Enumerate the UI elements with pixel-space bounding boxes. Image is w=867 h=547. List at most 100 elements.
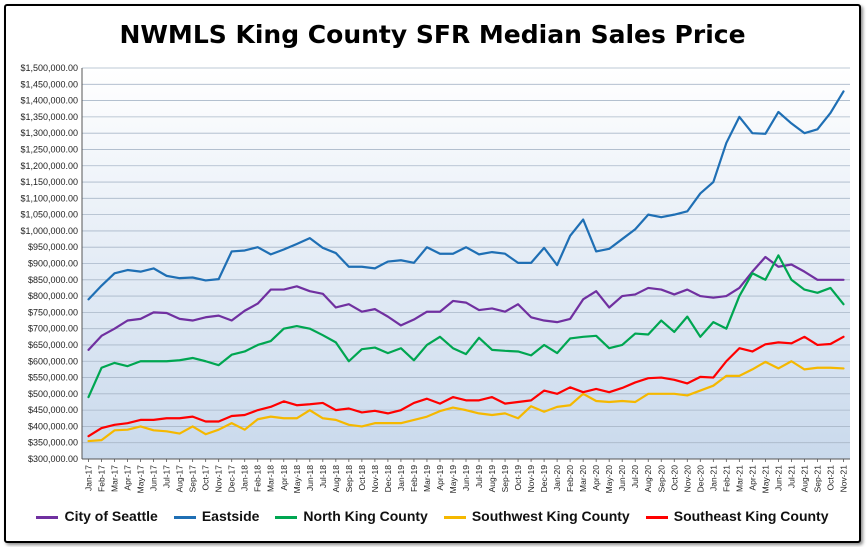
x-tick-label: Oct-17 — [201, 465, 211, 491]
x-tick-label: Mar-18 — [266, 465, 276, 492]
legend-swatch — [36, 515, 59, 519]
y-tick-label: $900,000.00 — [28, 259, 78, 269]
x-tick-label: Jun-18 — [305, 465, 315, 491]
x-tick-label: Sep-20 — [656, 465, 666, 493]
x-tick-label: Dec-20 — [695, 465, 705, 493]
x-tick-label: Aug-19 — [487, 465, 497, 493]
x-tick-label: Mar-19 — [422, 465, 432, 492]
x-tick-label: Jan-21 — [708, 465, 718, 491]
legend-swatch — [645, 515, 668, 519]
y-tick-label: $1,350,000.00 — [20, 112, 78, 122]
x-tick-label: Oct-19 — [513, 465, 523, 491]
x-tick-label: Mar-17 — [110, 465, 120, 492]
y-tick-label: $400,000.00 — [28, 421, 78, 431]
x-tick-label: Sep-19 — [500, 465, 510, 493]
x-tick-label: Feb-20 — [565, 465, 575, 492]
x-tick-label: Apr-19 — [435, 465, 445, 491]
x-tick-label: Nov-19 — [526, 465, 536, 493]
x-tick-label: Dec-19 — [539, 465, 549, 493]
x-tick-label: Jun-19 — [461, 465, 471, 491]
x-tick-label: Nov-21 — [838, 465, 848, 493]
legend-swatch — [443, 515, 466, 519]
x-tick-label: Jul-19 — [474, 465, 484, 488]
x-tick-label: Apr-18 — [279, 465, 289, 491]
x-tick-label: Jan-18 — [240, 465, 250, 491]
legend-item: Southwest King County — [443, 508, 630, 524]
legend-swatch — [275, 515, 298, 519]
y-tick-label: $1,000,000.00 — [20, 226, 78, 236]
legend-item: City of Seattle — [36, 508, 158, 524]
line-chart: $300,000.00 $350,000.00 $400,000.00 $450,00… — [20, 63, 850, 494]
x-tick-label: Dec-17 — [227, 465, 237, 493]
legend-item: North King County — [275, 508, 428, 524]
series-line-city-of-seattle — [87, 255, 845, 351]
x-tick-label: Nov-20 — [682, 465, 692, 493]
x-tick-label: Mar-20 — [578, 465, 588, 492]
x-tick-label: Apr-21 — [747, 465, 757, 491]
legend-item: Southeast King County — [645, 508, 829, 524]
y-tick-label: $850,000.00 — [28, 275, 78, 285]
y-tick-label: $950,000.00 — [28, 242, 78, 252]
y-tick-label: $350,000.00 — [28, 438, 78, 448]
y-tick-label: $1,450,000.00 — [20, 79, 78, 89]
x-tick-label: Jul-17 — [162, 465, 172, 488]
chart-title: NWMLS King County SFR Median Sales Price — [119, 20, 746, 49]
x-tick-label: Jun-17 — [149, 465, 159, 491]
y-tick-label: $1,500,000.00 — [20, 63, 78, 73]
legend-swatch — [173, 515, 196, 519]
y-tick-label: $1,400,000.00 — [20, 96, 78, 106]
legend-label: City of Seattle — [64, 508, 158, 524]
x-tick-label: May-19 — [448, 465, 458, 494]
series-line-eastside — [87, 90, 845, 301]
y-tick-label: $1,250,000.00 — [20, 144, 78, 154]
x-tick-label: Nov-18 — [370, 465, 380, 493]
chart-frame: NWMLS King County SFR Median Sales Price… — [4, 4, 861, 543]
x-tick-label: May-18 — [292, 465, 302, 494]
y-tick-label: $650,000.00 — [28, 340, 78, 350]
x-tick-label: May-21 — [760, 465, 770, 494]
x-tick-label: Nov-17 — [214, 465, 224, 493]
x-tick-label: Jun-20 — [617, 465, 627, 491]
x-tick-label: Oct-21 — [825, 465, 835, 491]
x-tick-label: Jul-20 — [630, 465, 640, 488]
series-line-southeast-king-county — [87, 335, 845, 438]
y-tick-label: $750,000.00 — [28, 307, 78, 317]
y-tick-label: $800,000.00 — [28, 291, 78, 301]
x-tick-label: Apr-17 — [123, 465, 133, 491]
x-tick-label: Mar-21 — [734, 465, 744, 492]
x-tick-label: Jul-18 — [318, 465, 328, 488]
y-tick-label: $500,000.00 — [28, 389, 78, 399]
y-tick-label: $600,000.00 — [28, 356, 78, 366]
x-tick-label: Jan-17 — [84, 465, 94, 491]
x-tick-label: Sep-21 — [812, 465, 822, 493]
series-line-north-king-county — [87, 254, 845, 399]
x-tick-label: Feb-21 — [721, 465, 731, 492]
y-tick-label: $1,200,000.00 — [20, 161, 78, 171]
x-tick-label: Jan-19 — [396, 465, 406, 491]
x-tick-label: Aug-21 — [799, 465, 809, 493]
x-tick-label: Aug-18 — [331, 465, 341, 493]
x-tick-label: Oct-20 — [669, 465, 679, 491]
y-tick-label: $450,000.00 — [28, 405, 78, 415]
x-tick-label: May-17 — [136, 465, 146, 494]
x-tick-label: Jun-21 — [773, 465, 783, 491]
legend-label: Southwest King County — [471, 508, 630, 524]
x-tick-label: Jul-21 — [786, 465, 796, 488]
x-tick-label: Dec-18 — [383, 465, 393, 493]
y-tick-label: $1,100,000.00 — [20, 193, 78, 203]
legend-item: Eastside — [173, 508, 259, 524]
legend-label: North King County — [303, 508, 428, 524]
x-tick-label: Feb-19 — [409, 465, 419, 492]
x-tick-label: Feb-18 — [253, 465, 263, 492]
x-tick-label: May-20 — [604, 465, 614, 494]
y-tick-label: $300,000.00 — [28, 454, 78, 464]
x-tick-label: Feb-17 — [97, 465, 107, 492]
y-tick-label: $1,050,000.00 — [20, 210, 78, 220]
x-tick-label: Aug-20 — [643, 465, 653, 493]
y-tick-label: $550,000.00 — [28, 373, 78, 383]
x-tick-label: Apr-20 — [591, 465, 601, 491]
y-tick-label: $1,300,000.00 — [20, 128, 78, 138]
legend: City of Seattle Eastside North King County… — [6, 508, 859, 524]
x-tick-label: Sep-18 — [344, 465, 354, 493]
x-tick-label: Oct-18 — [357, 465, 367, 491]
